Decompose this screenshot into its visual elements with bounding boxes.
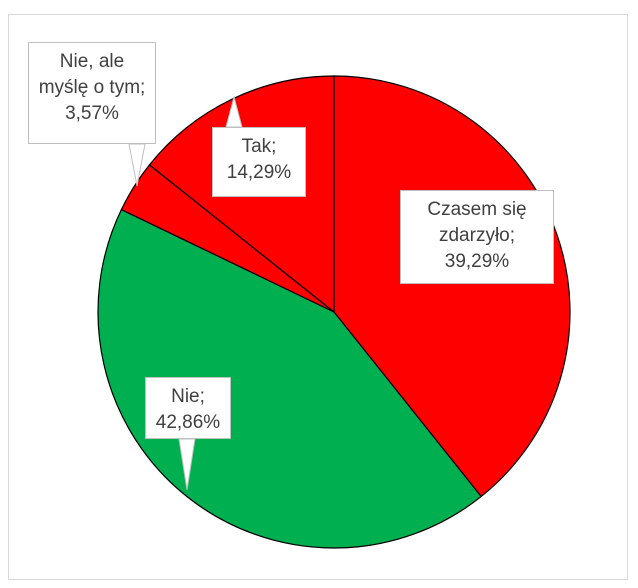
data-label: Czasem się zdarzyło; 39,29% — [400, 190, 554, 284]
chart-border — [8, 14, 628, 580]
label-pointer — [128, 143, 146, 187]
pie-slice — [333, 75, 571, 498]
data-label: Nie, ale myślę o tym; 3,57% — [28, 42, 156, 144]
data-label: Nie; 42,86% — [145, 377, 231, 439]
label-pointer — [178, 438, 196, 491]
data-label: Tak; 14,29% — [212, 127, 306, 197]
pie-slice — [97, 208, 482, 549]
